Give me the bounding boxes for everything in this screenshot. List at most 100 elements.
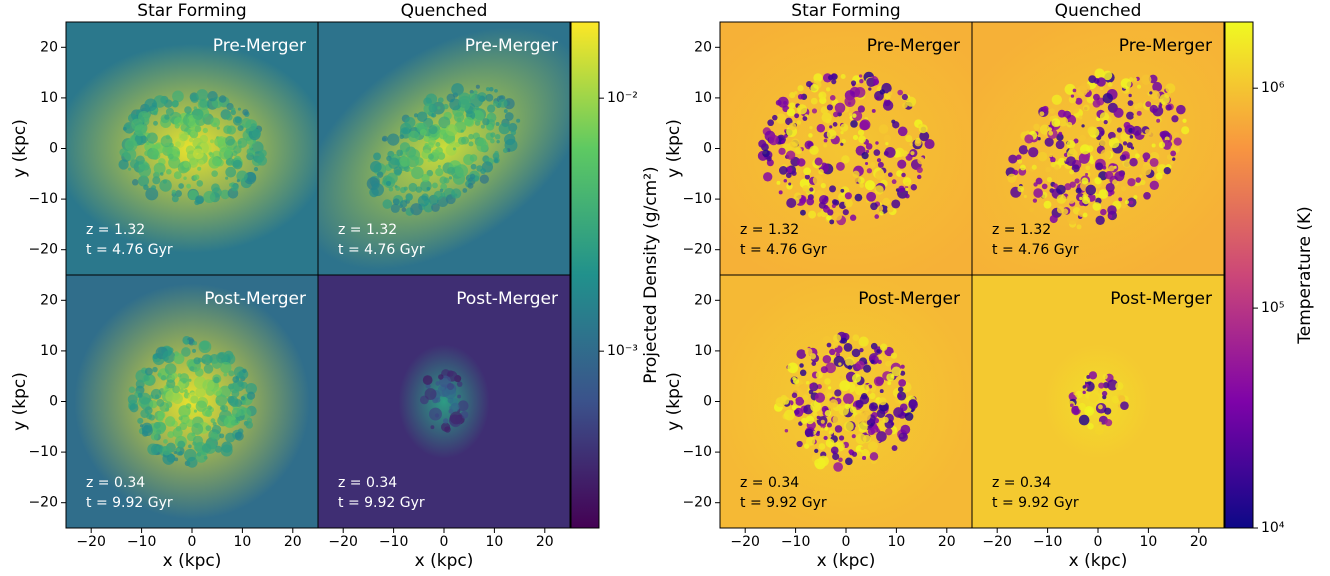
blob xyxy=(854,426,860,431)
colorbar-label: Projected Density (g/cm²) xyxy=(641,166,661,383)
blob xyxy=(189,117,193,122)
blob xyxy=(815,371,823,379)
blob xyxy=(820,419,825,424)
blob xyxy=(440,183,448,191)
blob xyxy=(841,155,850,164)
y-tick-label: 0 xyxy=(49,394,58,410)
blob xyxy=(809,187,814,192)
blob xyxy=(1116,127,1123,133)
blob xyxy=(1102,373,1108,380)
blob xyxy=(830,390,834,394)
blob xyxy=(851,348,861,358)
blob xyxy=(172,427,183,438)
blob xyxy=(404,117,416,129)
blob xyxy=(1145,101,1152,108)
blob xyxy=(125,124,131,129)
blob xyxy=(821,112,832,123)
blob xyxy=(805,415,815,425)
blob xyxy=(164,416,176,427)
blob xyxy=(814,392,826,403)
blob xyxy=(171,100,179,108)
blob xyxy=(218,95,227,103)
blob xyxy=(144,98,158,112)
blob xyxy=(443,177,450,184)
blob xyxy=(1115,381,1124,391)
blob xyxy=(232,376,240,383)
blob xyxy=(156,398,165,407)
blob xyxy=(824,426,829,431)
blob xyxy=(211,170,218,177)
blob xyxy=(1008,154,1018,164)
blob xyxy=(901,172,906,178)
blob xyxy=(796,104,808,115)
y-tick-label: −20 xyxy=(28,495,58,511)
y-axis-label: y (kpc) xyxy=(664,372,684,431)
blob xyxy=(904,181,910,187)
redshift: z = 1.32 xyxy=(86,222,145,238)
blob xyxy=(1079,82,1091,94)
y-tick-label: 10 xyxy=(694,90,712,106)
blob xyxy=(1102,165,1107,170)
blob xyxy=(891,179,897,185)
blob xyxy=(457,394,462,399)
blob xyxy=(1085,134,1090,139)
colorbar xyxy=(1224,21,1254,529)
blob xyxy=(1064,83,1076,95)
blob xyxy=(905,193,910,199)
blob xyxy=(181,347,191,357)
blob xyxy=(195,451,207,463)
blob xyxy=(172,393,183,404)
blob xyxy=(802,394,809,401)
blob xyxy=(194,368,204,377)
blob xyxy=(1069,169,1075,175)
y-tick-label: −10 xyxy=(682,444,712,460)
blob xyxy=(510,129,517,136)
blob xyxy=(401,207,407,212)
x-tick-label: −10 xyxy=(127,534,157,550)
blob xyxy=(805,380,810,385)
x-tick-label: −10 xyxy=(781,534,811,550)
blob xyxy=(919,131,930,142)
blob xyxy=(214,445,222,453)
blob xyxy=(869,452,879,461)
blob xyxy=(175,190,182,197)
blob xyxy=(388,157,400,169)
x-tick-label: −20 xyxy=(328,534,358,550)
blob xyxy=(153,120,158,126)
blob xyxy=(1028,147,1039,158)
blob xyxy=(814,448,819,453)
blob xyxy=(180,382,184,386)
blob xyxy=(485,93,494,102)
blob xyxy=(411,166,424,180)
blob xyxy=(421,173,430,183)
blob xyxy=(240,395,246,401)
blob xyxy=(1136,110,1142,116)
blob xyxy=(137,392,143,398)
blob xyxy=(197,166,202,171)
blob xyxy=(439,188,444,193)
blob xyxy=(182,117,190,125)
blob xyxy=(788,122,797,131)
blob xyxy=(149,400,158,409)
blob xyxy=(225,176,229,180)
blob xyxy=(786,197,797,209)
blob xyxy=(431,112,437,118)
blob xyxy=(1100,149,1112,160)
blob xyxy=(432,182,438,189)
blob xyxy=(1049,214,1058,224)
blob xyxy=(783,178,788,183)
blob xyxy=(193,357,201,365)
blob xyxy=(1159,94,1170,105)
blob xyxy=(836,161,845,171)
blob xyxy=(427,153,434,160)
blob xyxy=(886,360,892,366)
blob xyxy=(874,185,884,195)
blob xyxy=(1078,414,1090,426)
blob xyxy=(776,180,781,185)
blob xyxy=(1085,172,1089,176)
blob xyxy=(900,364,905,369)
blob xyxy=(469,173,476,180)
blob xyxy=(189,366,195,371)
blob xyxy=(826,129,837,140)
blob xyxy=(485,87,491,92)
